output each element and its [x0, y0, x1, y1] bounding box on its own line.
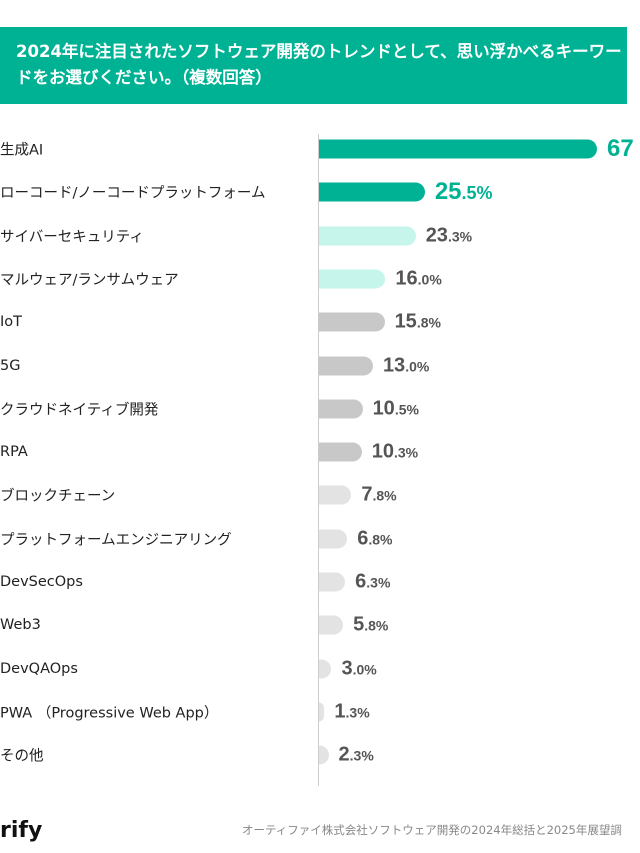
bar [319, 529, 348, 549]
value-label: 10.5% [372, 397, 419, 420]
category-label: マルウェア/ランサムウェア [0, 272, 179, 289]
brand-logo: rify [0, 818, 43, 843]
value-label: 15.8% [394, 310, 441, 333]
category-label: その他 [0, 748, 44, 765]
bar [319, 312, 385, 332]
source-caption: オーティファイ株式会社ソフトウェア開発の2024年総括と2025年展望調 [242, 823, 622, 837]
bar [319, 139, 598, 159]
category-label: DevSecOps [0, 574, 83, 590]
category-label: IoT [0, 314, 23, 331]
value-label: 1.3% [334, 700, 370, 723]
category-label: RPA [0, 444, 28, 461]
value-label: 3.0% [341, 657, 377, 680]
bar [319, 615, 344, 635]
value-label: 6.8% [357, 527, 393, 550]
value-label: 25.5% [434, 178, 493, 206]
category-label: 5G [0, 357, 21, 374]
value-label: 10.3% [371, 440, 419, 463]
category-label: プラットフォームエンジニアリング [0, 532, 232, 549]
category-label: サイバーセキュリティ [0, 229, 144, 246]
bar [319, 442, 362, 462]
y-axis-line [318, 134, 319, 786]
category-label: DevQAOps [0, 660, 78, 677]
bar [319, 572, 346, 592]
category-label: Web3 [0, 617, 41, 634]
bar [319, 356, 373, 375]
bar [319, 485, 352, 505]
value-label: 13.0% [382, 354, 430, 376]
bar [319, 226, 416, 246]
category-label: クラウドネイティブ開発 [0, 402, 159, 419]
bar [319, 399, 363, 419]
category-label: ブロックチェーン [0, 488, 116, 505]
value-label: 7.8% [361, 483, 397, 506]
category-label: 生成AI [0, 142, 44, 159]
value-label: 23.3% [425, 224, 473, 247]
bar [319, 182, 425, 202]
bar [319, 702, 325, 722]
category-label: ローコード/ノーコードプラットフォーム [0, 185, 266, 202]
chart-title: 2024年に注目されたソフトウェア開発のトレンドとして、思い浮かべるキーワードを… [0, 27, 627, 104]
value-label: 6.3% [355, 570, 391, 593]
bar [319, 745, 329, 765]
bar [319, 659, 332, 679]
value-label: 67 [607, 135, 634, 162]
value-label: 16.0% [395, 267, 442, 290]
value-label: 5.8% [353, 613, 389, 636]
bar [319, 269, 386, 289]
category-label: PWA （Progressive Web App） [0, 705, 219, 722]
value-label: 2.3% [338, 743, 374, 766]
